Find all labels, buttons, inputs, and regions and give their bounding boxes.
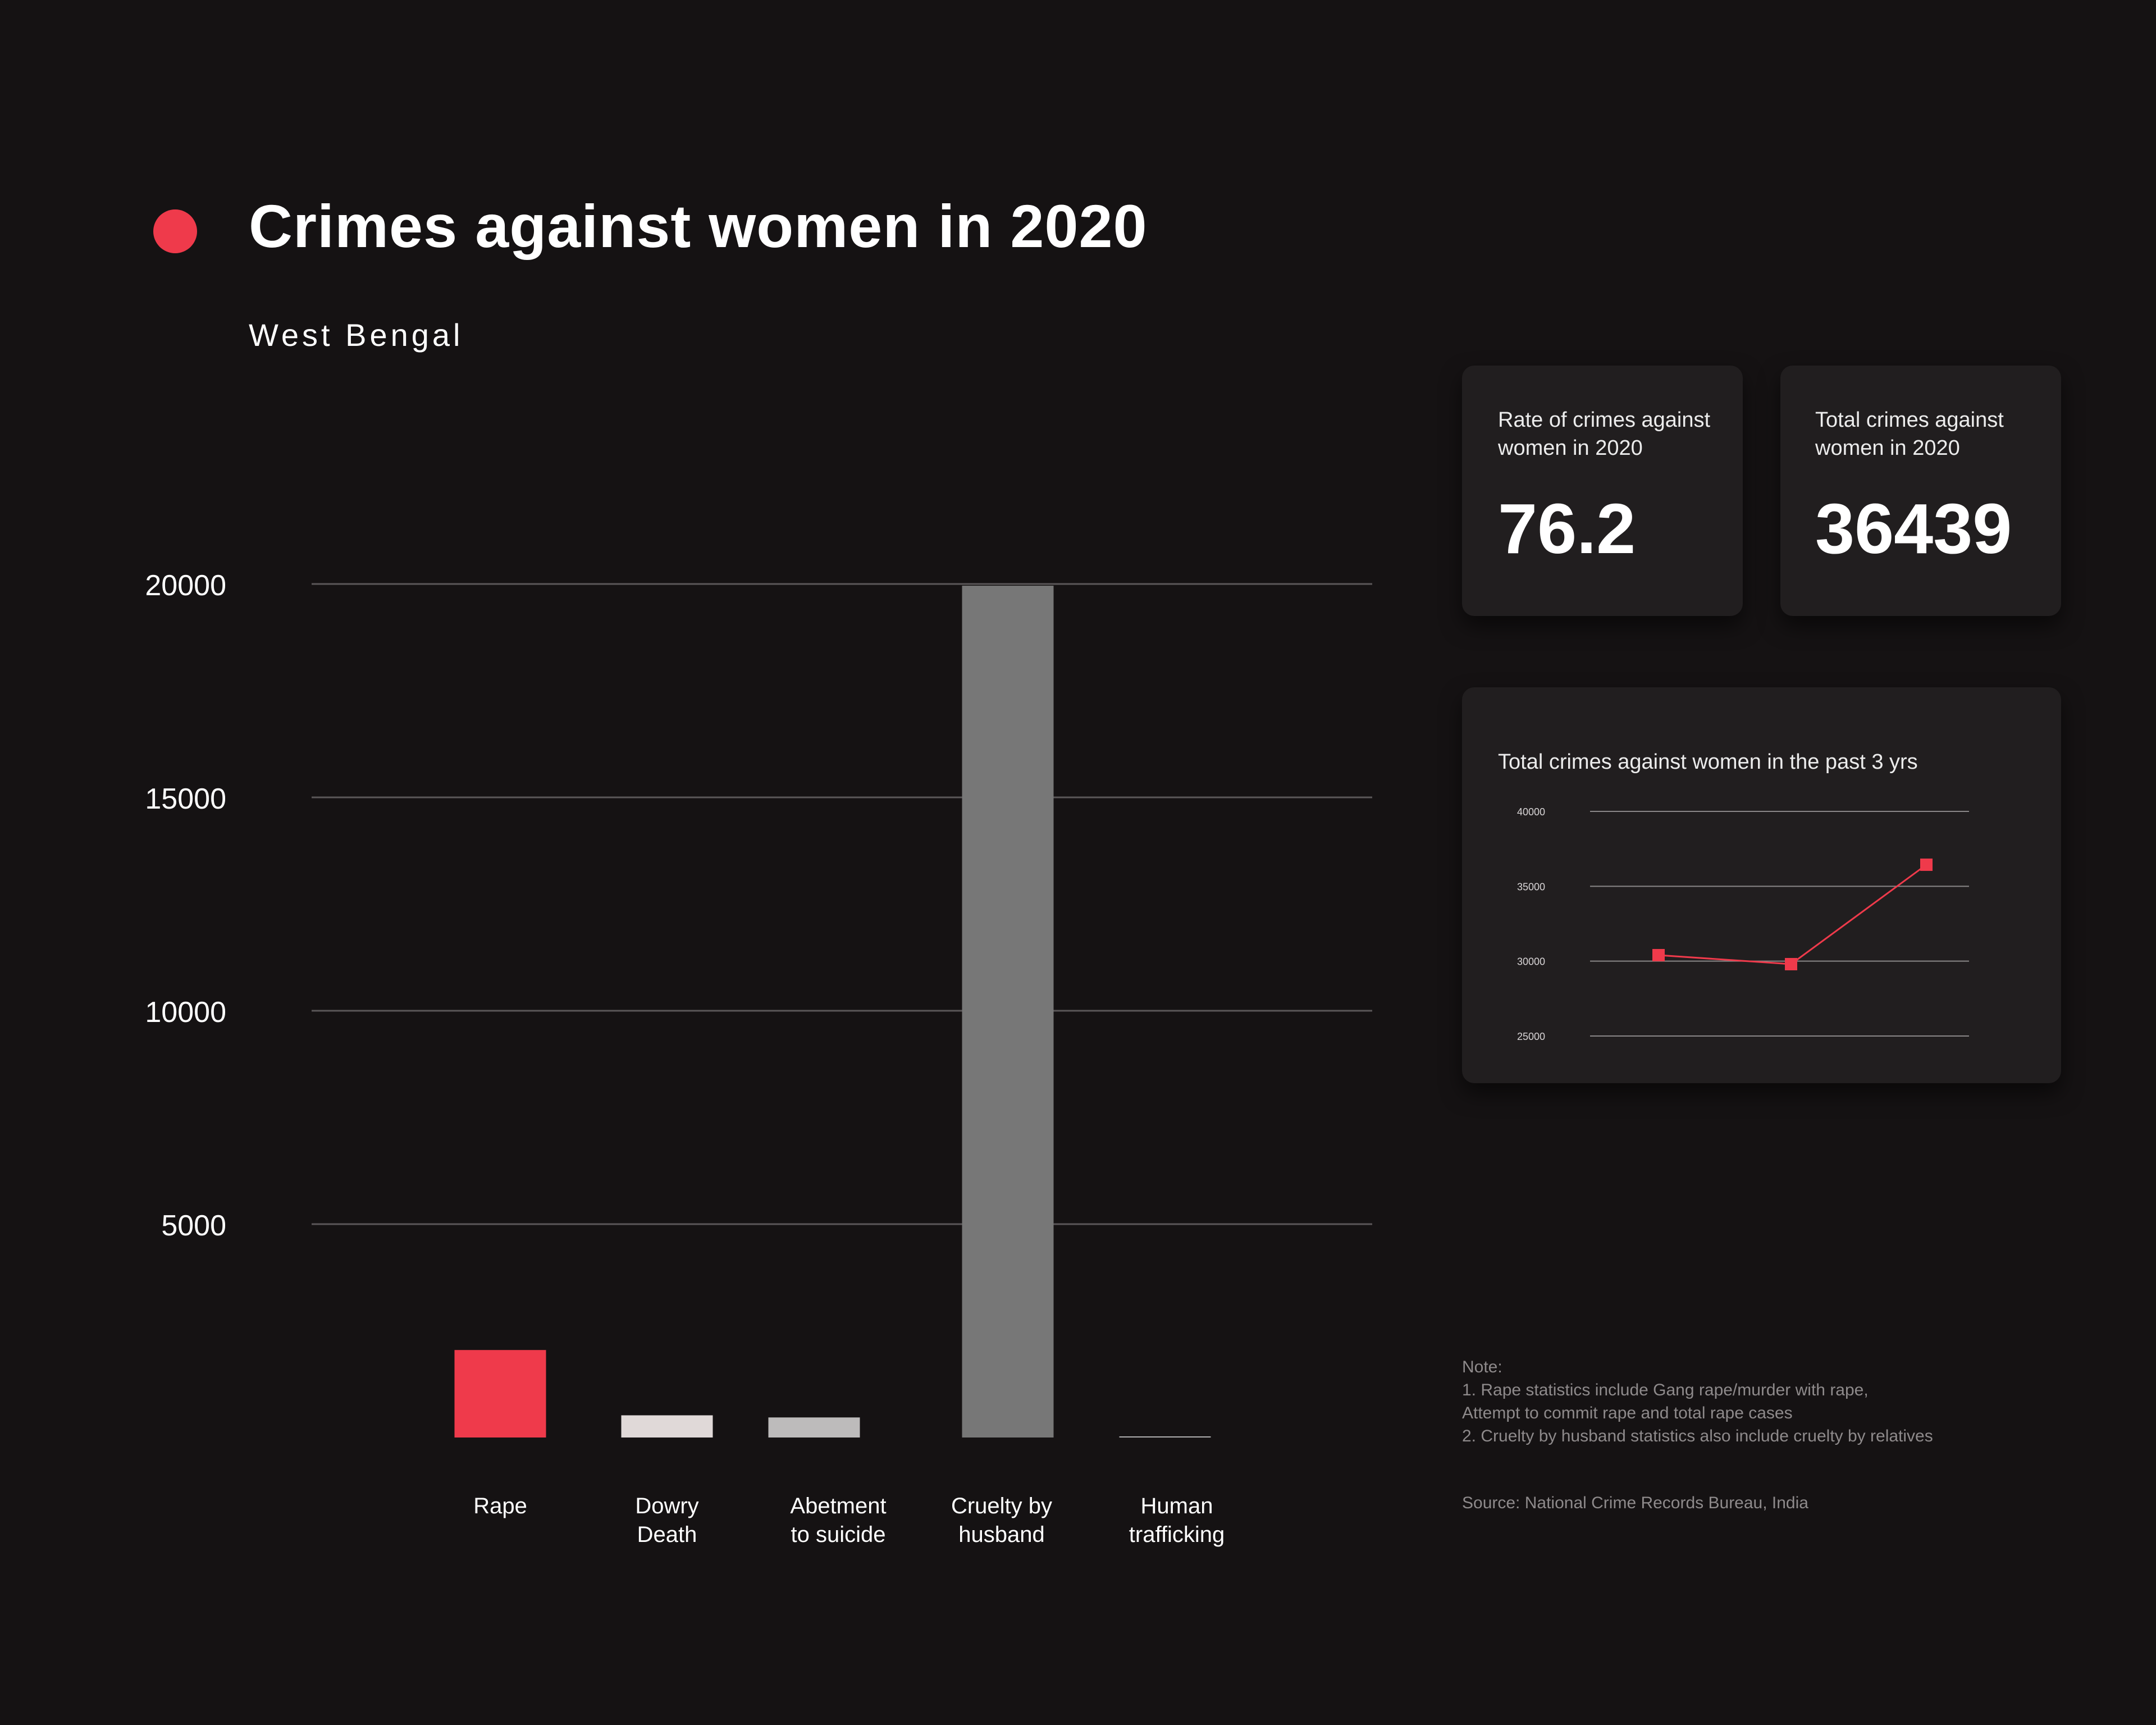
rate-card-label-line-1: Rate of crimes against xyxy=(1498,408,1711,432)
total-card: Total crimes against women in 2020 36439 xyxy=(1780,366,2061,616)
trend-y-tick-label: 40000 xyxy=(1517,806,1545,818)
source-text: Source: National Crime Records Bureau, I… xyxy=(1462,1494,1808,1512)
trend-card-title: Total crimes against women in the past 3… xyxy=(1498,750,1918,774)
x-tick-label: husband xyxy=(958,1522,1044,1547)
bar xyxy=(962,586,1054,1438)
trend-line xyxy=(1658,864,1927,965)
total-card-label-line-2: women in 2020 xyxy=(1815,436,1960,460)
title-dot-icon xyxy=(153,209,197,253)
trend-point xyxy=(1785,958,1797,970)
trend-y-tick-label: 35000 xyxy=(1517,881,1545,892)
bar xyxy=(454,1350,546,1438)
trend-y-tick-label: 30000 xyxy=(1517,956,1545,968)
x-tick-label: Cruelty by xyxy=(951,1494,1052,1518)
rate-card: Rate of crimes against women in 2020 76.… xyxy=(1462,366,1743,616)
x-tick-label: trafficking xyxy=(1129,1522,1225,1547)
bar xyxy=(768,1417,860,1438)
trend-point xyxy=(1920,858,1933,871)
x-tick-label: Abetment xyxy=(790,1494,886,1518)
total-card-label-line-1: Total crimes against xyxy=(1815,408,2004,432)
rate-card-value: 76.2 xyxy=(1498,489,1636,568)
y-tick-label: 20000 xyxy=(145,569,226,602)
trend-point xyxy=(1652,949,1665,961)
y-tick-label: 5000 xyxy=(161,1210,226,1242)
page-title: Crimes against women in 2020 xyxy=(249,192,1148,260)
note-line: Note: xyxy=(1462,1358,1502,1376)
trend-card: Total crimes against women in the past 3… xyxy=(1462,687,2061,1083)
bar xyxy=(1119,1436,1211,1438)
total-card-label: Total crimes against women in 2020 xyxy=(1815,406,2004,462)
x-tick-label: Dowry xyxy=(635,1494,698,1518)
x-tick-label: Rape xyxy=(473,1494,527,1518)
bar xyxy=(621,1415,713,1438)
x-tick-label: Human xyxy=(1141,1494,1213,1518)
y-tick-label: 10000 xyxy=(145,996,226,1029)
note-block: Note: 1. Rape statistics include Gang ra… xyxy=(1462,1356,1933,1448)
rate-card-label: Rate of crimes against women in 2020 xyxy=(1498,406,1710,462)
x-tick-label: Death xyxy=(637,1522,697,1547)
note-line: 2. Cruelty by husband statistics also in… xyxy=(1462,1427,1933,1445)
trend-y-tick-label: 25000 xyxy=(1517,1031,1545,1042)
page-subtitle: West Bengal xyxy=(249,317,464,353)
rate-card-label-line-2: women in 2020 xyxy=(1498,436,1643,460)
note-line: Attempt to commit rape and total rape ca… xyxy=(1462,1404,1793,1422)
total-card-value: 36439 xyxy=(1815,489,2012,568)
x-tick-label: to suicide xyxy=(791,1522,886,1547)
bar-chart: 5000 10000 15000 20000 Rape Dowry Death Abetmen… xyxy=(145,569,1372,1547)
trend-line-chart: 25000 30000 35000 40000 xyxy=(1517,806,1969,1042)
y-tick-label: 15000 xyxy=(145,783,226,815)
note-line: 1. Rape statistics include Gang rape/mur… xyxy=(1462,1381,1869,1399)
